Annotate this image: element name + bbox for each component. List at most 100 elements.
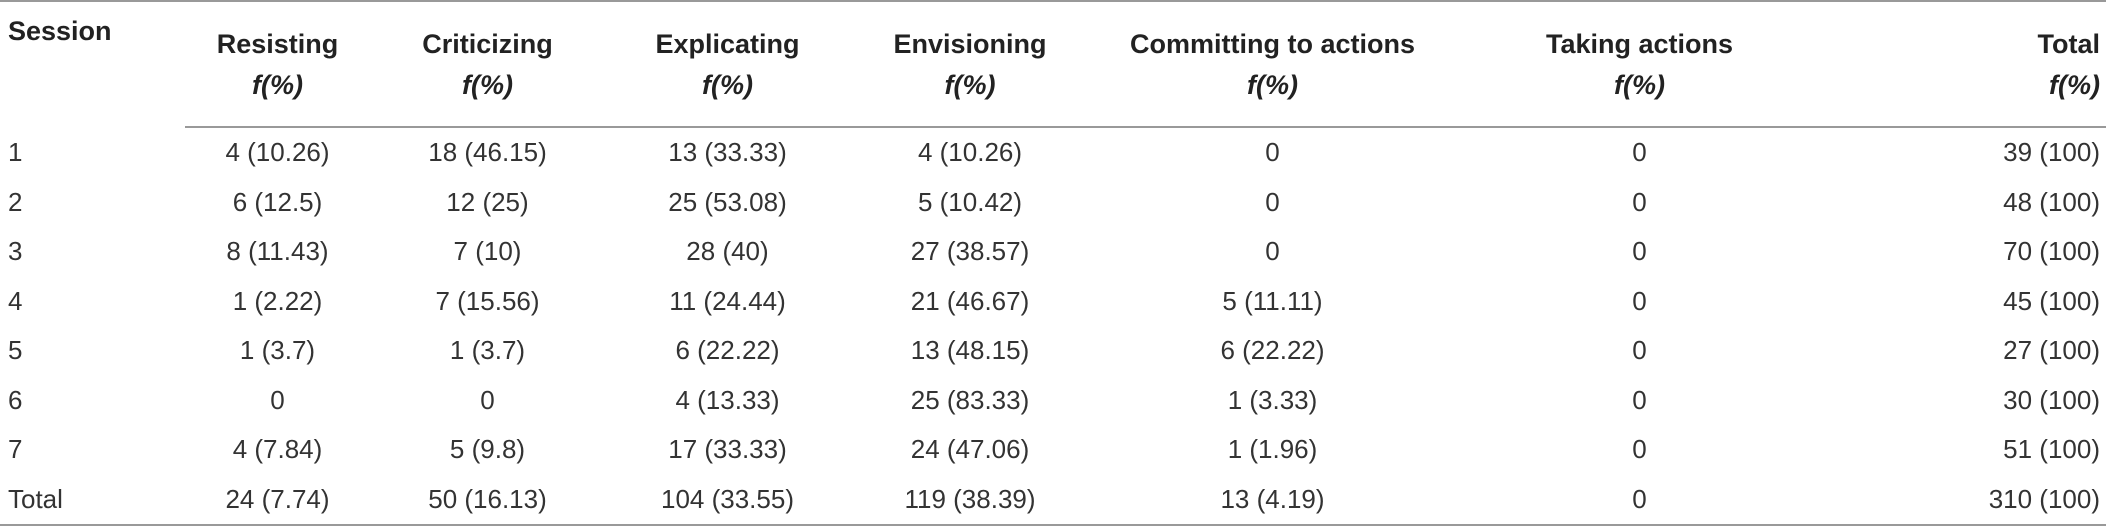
cell-session: Total (0, 474, 185, 526)
cell-criticizing: 1 (3.7) (449, 335, 526, 366)
cell-criticizing: 7 (15.56) (435, 285, 540, 316)
table-row: 1 4 (10.26) 18 (46.15) 13 (33.33) 4 (10.… (0, 127, 2106, 178)
column-header-envisioning: Envisioning (850, 0, 1090, 66)
cell-taking-actions: 0 (1632, 186, 1647, 217)
cell-total: 310 (100) (1824, 474, 2106, 526)
table-row: 4 1 (2.22) 7 (15.56) 11 (24.44) 21 (46.6… (0, 277, 2106, 327)
cell-envisioning: 4 (10.26) (917, 137, 1023, 168)
cell-explicating: 25 (53.08) (668, 186, 787, 217)
column-unit-explicating: f(%) (605, 66, 850, 128)
cell-explicating: 104 (33.55) (605, 474, 850, 526)
cell-session: 6 (8, 384, 23, 415)
cell-taking-actions: 0 (1632, 285, 1647, 316)
column-header-resisting: Resisting (185, 0, 370, 66)
cell-taking-actions: 0 (1632, 335, 1647, 366)
cell-taking-actions: 0 (1632, 236, 1647, 267)
cell-resisting: 24 (7.74) (185, 474, 370, 526)
cell-criticizing: 18 (46.15) (428, 137, 547, 168)
cell-envisioning: 27 (38.57) (910, 236, 1030, 267)
cell-session: 7 (8, 434, 23, 465)
cell-committing-to-actions: 0 (1265, 137, 1280, 168)
cell-total: 30 (100) (2003, 384, 2100, 415)
cell-envisioning: 119 (38.39) (850, 474, 1090, 526)
cell-explicating: 4 (13.33) (675, 384, 780, 415)
column-header-explicating: Explicating (605, 0, 850, 66)
cell-resisting: 8 (11.43) (226, 236, 329, 267)
unit-label: f(%) (1614, 70, 1665, 100)
cell-explicating: 6 (22.22) (675, 335, 780, 366)
cell-committing-to-actions: 6 (22.22) (1220, 335, 1325, 366)
cell-envisioning: 25 (83.33) (910, 384, 1030, 415)
cell-criticizing: 5 (9.8) (449, 434, 526, 465)
table-row: 2 6 (12.5) 12 (25) 25 (53.08) 5 (10.42) … (0, 178, 2106, 228)
column-unit-committing-to-actions: f(%) (1090, 66, 1455, 128)
cell-session: 5 (8, 335, 23, 366)
cell-total: 27 (100) (2003, 335, 2100, 366)
cell-committing-to-actions: 0 (1265, 236, 1280, 267)
cell-taking-actions: 0 (1632, 137, 1647, 168)
cell-resisting: 4 (7.84) (232, 434, 323, 465)
cell-resisting: 0 (270, 384, 285, 415)
unit-label: f(%) (252, 70, 303, 100)
cell-committing-to-actions: 5 (11.11) (1222, 285, 1323, 316)
cell-explicating: 28 (40) (686, 236, 769, 267)
cell-explicating: 11 (24.44) (669, 285, 786, 316)
header-row-units: f(%) f(%) f(%) f(%) f(%) f(%) f(%) (0, 66, 2106, 128)
cell-criticizing: 7 (10) (453, 236, 522, 267)
cell-total: 45 (100) (2003, 285, 2100, 316)
column-header-criticizing: Criticizing (370, 0, 605, 66)
table-total-row: Total 24 (7.74) 50 (16.13) 104 (33.55) 1… (0, 474, 2106, 526)
column-header-total: Total (1824, 0, 2106, 66)
unit-label: f(%) (1247, 70, 1298, 100)
table-header: Session Resisting Criticizing Explicatin… (0, 0, 2106, 128)
cell-resisting: 4 (10.26) (225, 137, 330, 168)
cell-criticizing: 0 (480, 384, 495, 415)
cell-session: 4 (8, 285, 23, 316)
cell-envisioning: 24 (47.06) (910, 434, 1030, 465)
table-row: 7 4 (7.84) 5 (9.8) 17 (33.33) 24 (47.06)… (0, 425, 2106, 475)
column-header-session: Session (0, 0, 185, 127)
cell-criticizing: 50 (16.13) (370, 474, 605, 526)
table-row: 5 1 (3.7) 1 (3.7) 6 (22.22) 13 (48.15) 6… (0, 326, 2106, 376)
column-unit-taking-actions: f(%) (1455, 66, 1824, 128)
header-row-labels: Session Resisting Criticizing Explicatin… (0, 0, 2106, 127)
cell-envisioning: 21 (46.67) (910, 285, 1030, 316)
column-header-committing-to-actions: Committing to actions (1090, 0, 1455, 66)
table-body: 1 4 (10.26) 18 (46.15) 13 (33.33) 4 (10.… (0, 127, 2106, 526)
cell-total: 39 (100) (2003, 137, 2100, 168)
table-row: 6 0 0 4 (13.33) 25 (83.33) 1 (3.33) 0 30… (0, 376, 2106, 426)
table-row: 3 8 (11.43) 7 (10) 28 (40) 27 (38.57) 0 … (0, 227, 2106, 277)
cell-taking-actions: 0 (1632, 434, 1647, 465)
cell-session: 3 (8, 236, 23, 267)
cell-total: 51 (100) (2003, 434, 2100, 465)
column-unit-criticizing: f(%) (370, 66, 605, 128)
cell-resisting: 1 (2.22) (232, 285, 323, 316)
cell-explicating: 13 (33.33) (668, 137, 787, 168)
cell-committing-to-actions: 13 (4.19) (1090, 474, 1455, 526)
cell-committing-to-actions: 1 (1.96) (1227, 434, 1318, 465)
cell-total: 70 (100) (2003, 236, 2100, 267)
cell-taking-actions: 0 (1455, 474, 1824, 526)
cell-envisioning: 13 (48.15) (910, 335, 1030, 366)
cell-envisioning: 5 (10.42) (917, 186, 1023, 217)
cell-explicating: 17 (33.33) (668, 434, 787, 465)
cell-session: 2 (8, 186, 23, 217)
cell-committing-to-actions: 1 (3.33) (1227, 384, 1318, 415)
column-header-taking-actions: Taking actions (1455, 0, 1824, 66)
cell-resisting: 6 (12.5) (232, 186, 323, 217)
unit-label: f(%) (944, 70, 996, 100)
cell-session: 1 (8, 136, 23, 167)
column-unit-resisting: f(%) (185, 66, 370, 128)
cell-committing-to-actions: 0 (1265, 186, 1280, 217)
cell-total: 48 (100) (2003, 186, 2100, 217)
column-unit-total: f(%) (1824, 66, 2106, 128)
unit-label: f(%) (702, 70, 753, 100)
cell-taking-actions: 0 (1632, 384, 1647, 415)
column-unit-envisioning: f(%) (850, 66, 1090, 128)
unit-label: f(%) (462, 70, 513, 100)
cell-criticizing: 12 (25) (446, 186, 529, 217)
unit-label: f(%) (2049, 70, 2100, 100)
cell-resisting: 1 (3.7) (239, 335, 316, 366)
